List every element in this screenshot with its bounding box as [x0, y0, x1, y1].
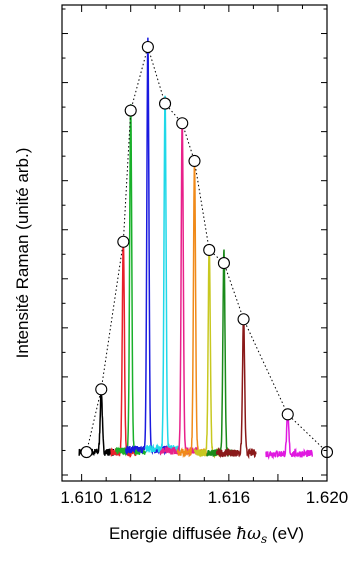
envelope-point-5 [142, 42, 153, 53]
envelope-point-11 [238, 314, 249, 325]
x-axis-label: Energie diffusée ħωs (eV) [109, 524, 304, 546]
spectrum-line-1 [79, 390, 113, 456]
envelope-point-8 [189, 155, 200, 166]
x-tick-label: 1.620 [306, 488, 349, 507]
x-axis-label-suffix: (eV) [267, 524, 304, 543]
x-axis-label-symbol: ħω [236, 524, 261, 544]
spectrum-line-8 [195, 248, 222, 456]
envelope-point-12 [282, 409, 293, 420]
envelope-point-10 [218, 258, 229, 269]
x-tick-label: 1.612 [109, 488, 152, 507]
y-axis-label: Intensité Raman (unité arb.) [13, 148, 32, 359]
envelope-point-3 [118, 236, 129, 247]
x-tick-label: 1.616 [208, 488, 251, 507]
plot-area [79, 38, 332, 458]
envelope-point-4 [125, 105, 136, 116]
envelope-point-7 [177, 118, 188, 129]
envelope-point-1 [81, 447, 92, 458]
envelope-point-6 [160, 98, 171, 109]
x-tick-label: 1.610 [60, 488, 103, 507]
envelope-point-2 [96, 384, 107, 395]
x-axis-label-prefix: Energie diffusée [109, 524, 236, 543]
spectrum-line-3 [116, 104, 145, 454]
envelope-point-9 [204, 244, 215, 255]
